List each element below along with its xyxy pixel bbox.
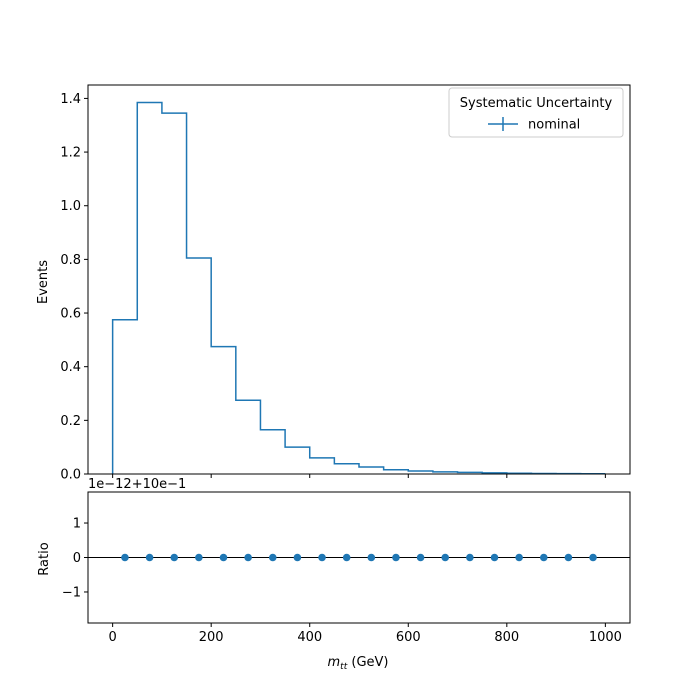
ratio-point [318,553,326,562]
ratio-point [219,553,228,562]
ratio-point [490,553,499,562]
x-axis-label-unit: (GeV) [347,655,388,670]
ratio-y-tick-label: 1 [73,517,81,532]
ratio-point [268,553,277,562]
histogram-step-nominal [111,101,606,475]
ratio-point [244,553,252,562]
ratio-point [515,553,523,562]
x-axis-label-symbol: m [328,655,341,670]
ratio-y-tick-label: 0 [73,551,81,566]
ratio-point [293,553,302,562]
legend-entry-nominal: nominal [528,118,580,133]
ratio-point [539,553,548,562]
ratio-point [342,553,351,562]
main-plot-layer [111,101,606,475]
ratio-panel: 0 200 400 600 800 1000−101 1e−12+10e−1 Ratio … [37,477,631,672]
ratio-point [416,553,425,562]
ratio-point [121,553,129,562]
main-panel: 0.0 0.2 0.4 0.6 0.8 1.0 1.2 1.4 Events Systemat… [36,84,631,483]
ratio-point [195,553,203,562]
main-y-axis-label: Events [36,260,51,304]
main-y-tick-label: 0.2 [60,414,81,429]
ratio-point [564,553,573,562]
main-y-tick-label: 1.2 [60,146,81,161]
ratio-x-tick-label: 0 [108,630,116,645]
main-axes-frame [87,84,631,475]
ratio-offset-text: 1e−12+10e−1 [88,477,186,492]
ratio-point [367,553,376,562]
ratio-point [466,553,474,562]
legend-title: Systematic Uncertainty [460,96,613,111]
ratio-point [441,553,450,562]
ratio-y-tick-label: −1 [62,585,81,600]
main-y-tick-label: 1.0 [60,199,81,214]
ratio-y-axis-label: Ratio [37,542,52,575]
ratio-x-tick-label: 400 [297,630,322,645]
ratio-point [392,553,400,562]
ratio-x-tick-label: 600 [396,630,421,645]
ratio-x-tick-label: 1000 [589,630,622,645]
ratio-x-tick-label: 200 [199,630,224,645]
main-y-tick-label: 0.4 [60,360,81,375]
main-y-tick-label: 0.8 [60,253,81,268]
ratio-point [589,553,597,562]
ratio-plot-layer [88,553,630,562]
legend: Systematic Uncertainty nominal [448,87,624,138]
main-y-tick-label: 0.0 [60,468,81,483]
main-ticks: 0.0 0.2 0.4 0.6 0.8 1.0 1.2 1.4 [60,92,606,483]
main-y-tick-label: 0.6 [60,307,81,322]
main-y-tick-label: 1.4 [60,92,81,107]
ratio-point [170,553,179,562]
ratio-point [145,553,154,562]
ratio-x-tick-label: 800 [494,630,519,645]
x-axis-label: mtt (GeV) [328,655,389,672]
x-axis-label-subscript: tt [340,662,348,672]
ratio-ticks: 0 200 400 600 800 1000 −1 0 1 [62,517,622,645]
